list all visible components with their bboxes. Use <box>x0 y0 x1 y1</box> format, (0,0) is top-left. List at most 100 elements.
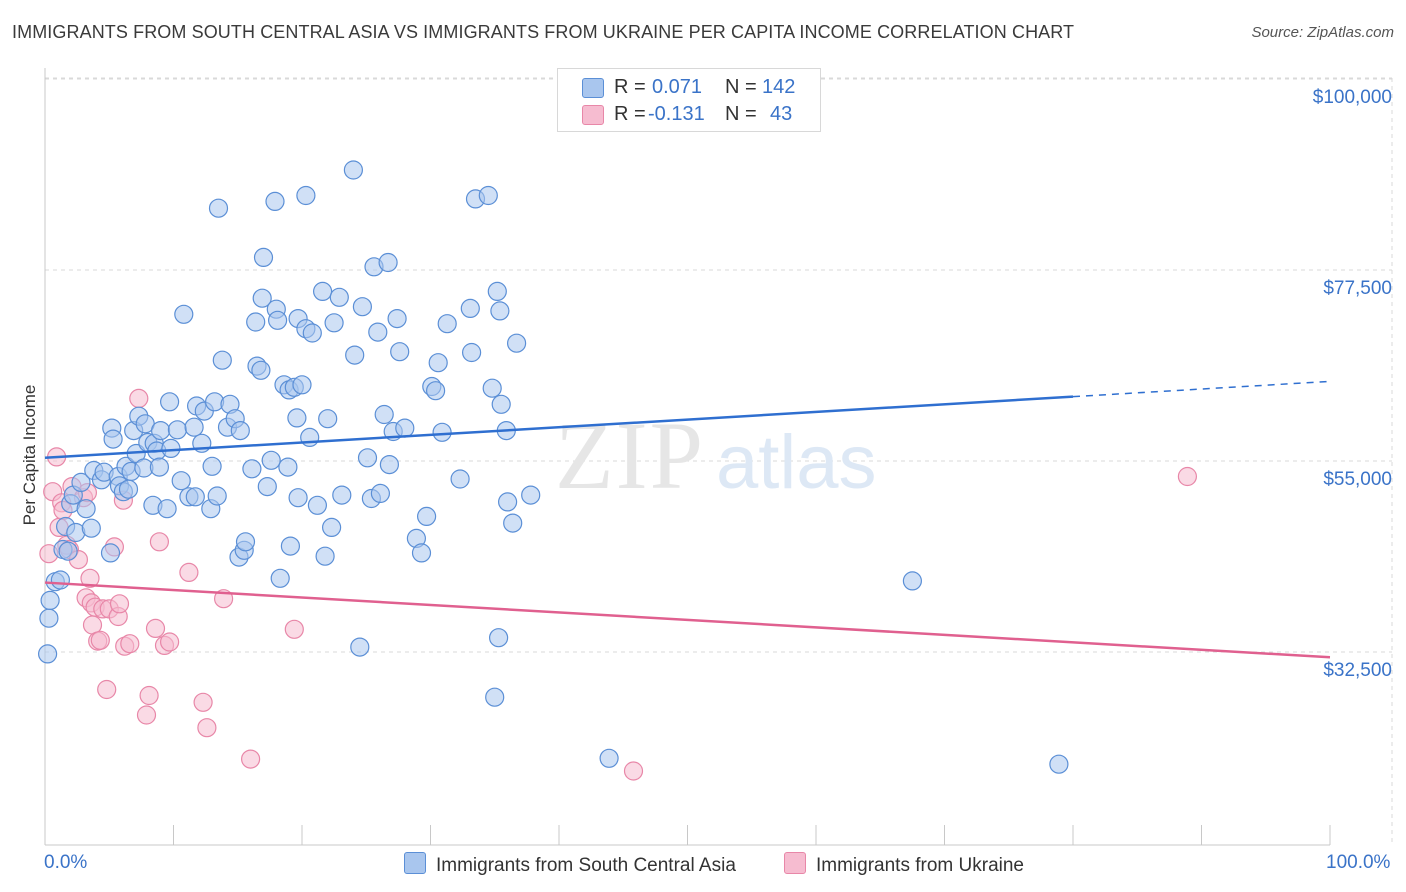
bottom-legend-label-pink: Immigrants from Ukraine <box>816 855 1024 876</box>
south-central-asia-point <box>253 247 274 267</box>
south-central-asia-point <box>261 450 281 470</box>
south-central-asia-point <box>149 457 169 477</box>
south-central-asia-point <box>302 323 322 343</box>
legend-n-label-blue: N = <box>725 76 757 98</box>
south-central-asia-point <box>208 198 229 218</box>
south-central-asia-point <box>212 350 232 370</box>
south-central-asia-point <box>491 394 511 414</box>
south-central-asia-point <box>902 571 923 591</box>
south-central-asia-point <box>506 333 527 353</box>
south-central-asia-point <box>437 314 457 334</box>
south-central-asia-point <box>171 471 191 491</box>
x-tick-label-max: 100.0% <box>1326 852 1391 873</box>
south-central-asia-point <box>71 472 91 492</box>
south-central-asia-point <box>379 455 399 475</box>
south-central-asia-point <box>246 312 266 332</box>
south-central-asia-point <box>370 483 390 503</box>
ukraine-point <box>197 718 217 738</box>
south-central-asia-point <box>352 297 372 317</box>
south-central-asia-point <box>278 457 298 477</box>
ukraine-point <box>139 685 159 706</box>
legend-r-label-blue: R = <box>614 76 646 98</box>
legend-n-value-pink: 43 <box>770 103 793 125</box>
legend-r-label-pink: R = <box>614 103 646 125</box>
south-central-asia-point <box>417 506 437 527</box>
south-central-asia-point <box>432 422 452 442</box>
y-tick-labels: $32,500 $55,000 $77,500 $100,000 <box>1313 87 1392 681</box>
south-central-asia-point <box>478 185 498 206</box>
legend-swatch-pink <box>582 105 604 125</box>
south-central-asia-point <box>161 438 181 458</box>
south-central-asia-point <box>81 518 101 538</box>
south-central-asia-point <box>428 353 448 373</box>
south-central-asia-point <box>251 360 271 380</box>
south-central-asia-point <box>100 543 121 563</box>
south-central-asia-point <box>230 421 250 441</box>
south-central-asia-point <box>599 748 619 768</box>
south-central-asia-point <box>174 304 194 324</box>
south-central-asia-point <box>324 313 344 333</box>
south-central-asia-point <box>235 532 256 552</box>
ukraine-point <box>120 634 140 654</box>
south-central-asia-point <box>426 381 446 401</box>
south-central-asia-point <box>257 477 277 497</box>
y-tick-label-3: $100,000 <box>1313 87 1392 108</box>
south-central-asia-point <box>378 252 398 273</box>
ukraine-point <box>90 630 110 650</box>
x-tick-label-min: 0.0% <box>44 852 88 873</box>
south-central-asia-point <box>252 288 272 308</box>
axes-layer <box>44 68 1331 846</box>
ukraine-point <box>80 568 100 588</box>
south-central-asia-point <box>292 375 312 395</box>
legend-n-value-blue: 142 <box>762 76 796 98</box>
chart-title: IMMIGRANTS FROM SOUTH CENTRAL ASIA VS IM… <box>12 22 1075 42</box>
ukraine-point <box>129 388 149 408</box>
watermark-atlas: atlas <box>716 420 877 505</box>
bottom-legend-swatch-blue <box>404 852 426 874</box>
stats-legend: R = 0.071 N = 142 R = -0.131 N = 43 <box>557 68 821 132</box>
ukraine-point <box>193 692 213 712</box>
legend-n-label-pink: N = <box>725 103 757 125</box>
ukraine-point <box>284 619 304 639</box>
pink-trend-line <box>44 581 1331 659</box>
south-central-asia-point <box>322 517 342 538</box>
blue-series-points <box>37 160 1069 774</box>
south-central-asia-point <box>489 628 509 648</box>
bottom-legend-label-blue: Immigrants from South Central Asia <box>436 855 736 876</box>
south-central-asia-point <box>40 590 60 611</box>
legend-swatch-blue <box>582 78 604 98</box>
south-central-asia-point <box>118 479 139 499</box>
source-note: Source: ZipAtlas.com <box>1251 24 1394 41</box>
south-central-asia-point <box>395 418 415 438</box>
south-central-asia-point <box>300 427 320 447</box>
south-central-asia-point <box>485 687 505 707</box>
south-central-asia-point <box>185 487 205 507</box>
south-central-asia-point <box>462 342 482 363</box>
south-central-asia-point <box>296 185 316 206</box>
legend-row-blue: R = 0.071 N = 142 <box>558 73 820 101</box>
watermark-zip: ZIP <box>555 402 705 509</box>
south-central-asia-point <box>345 345 365 365</box>
bottom-legend-blue: Immigrants from South Central Asia <box>404 852 736 877</box>
y-axis-label: Per Capita Income <box>20 384 39 526</box>
blue-trend-extension <box>1072 380 1331 398</box>
bottom-legend-pink: Immigrants from Ukraine <box>784 852 1024 877</box>
ukraine-point <box>136 705 157 725</box>
south-central-asia-point <box>287 408 307 428</box>
south-central-asia-point <box>160 392 180 412</box>
south-central-asia-point <box>184 417 204 437</box>
south-central-asia-point <box>157 499 177 519</box>
y-tick-label-0: $32,500 <box>1323 660 1392 681</box>
south-central-asia-point <box>503 513 523 533</box>
south-central-asia-point <box>318 409 338 429</box>
legend-row-pink: R = -0.131 N = 43 <box>558 100 820 128</box>
south-central-asia-point <box>50 570 71 590</box>
south-central-asia-point <box>350 637 370 657</box>
south-central-asia-point <box>37 644 58 664</box>
south-central-asia-point <box>357 448 378 468</box>
south-central-asia-point <box>268 310 288 330</box>
south-central-asia-point <box>265 191 285 211</box>
y-tick-label-1: $55,000 <box>1323 469 1392 490</box>
blue-trend-line <box>44 395 1074 460</box>
south-central-asia-point <box>202 456 222 476</box>
